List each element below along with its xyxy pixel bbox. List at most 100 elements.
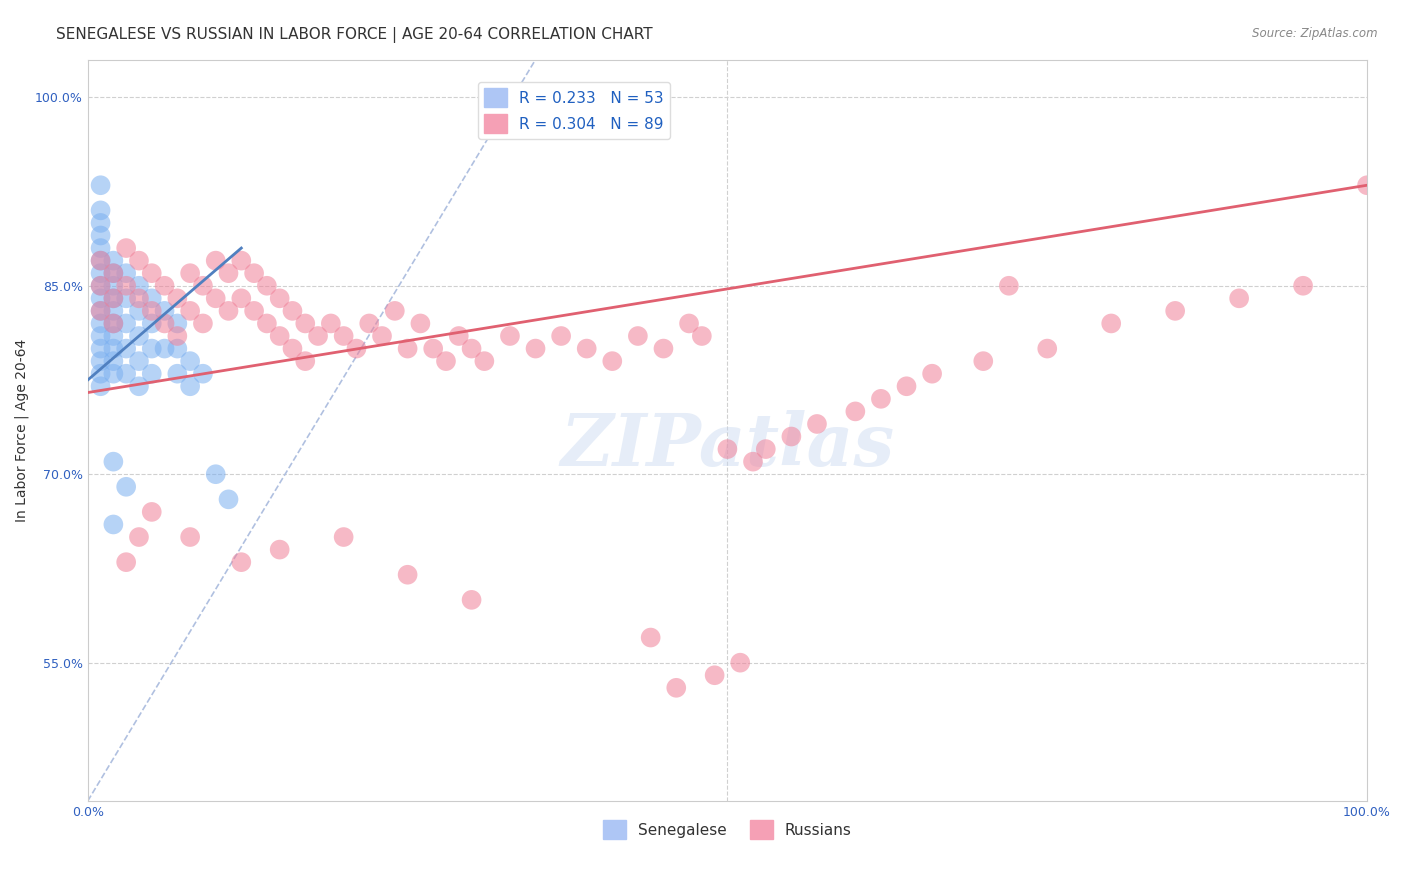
Point xyxy=(103,278,125,293)
Point xyxy=(90,241,112,255)
Point xyxy=(204,253,226,268)
Point xyxy=(90,317,112,331)
Point xyxy=(1292,278,1315,293)
Point xyxy=(128,304,150,318)
Point xyxy=(806,417,828,431)
Point xyxy=(269,291,291,305)
Point xyxy=(128,354,150,368)
Point xyxy=(447,329,470,343)
Text: Source: ZipAtlas.com: Source: ZipAtlas.com xyxy=(1253,27,1378,40)
Point xyxy=(166,291,188,305)
Point xyxy=(153,304,176,318)
Point xyxy=(115,480,138,494)
Point xyxy=(90,329,112,343)
Point xyxy=(141,505,163,519)
Point xyxy=(371,329,394,343)
Point xyxy=(896,379,918,393)
Point xyxy=(256,317,278,331)
Point xyxy=(90,367,112,381)
Point xyxy=(600,354,623,368)
Point xyxy=(921,367,943,381)
Point xyxy=(191,367,214,381)
Point xyxy=(231,555,253,569)
Point xyxy=(103,266,125,280)
Point xyxy=(128,530,150,544)
Point xyxy=(103,291,125,305)
Point xyxy=(972,354,994,368)
Point xyxy=(499,329,522,343)
Point xyxy=(742,455,765,469)
Point xyxy=(524,342,547,356)
Point xyxy=(115,367,138,381)
Point xyxy=(103,317,125,331)
Point xyxy=(103,367,125,381)
Point xyxy=(294,354,316,368)
Point xyxy=(103,342,125,356)
Point xyxy=(166,342,188,356)
Point xyxy=(998,278,1021,293)
Point xyxy=(103,317,125,331)
Point xyxy=(128,291,150,305)
Point xyxy=(269,542,291,557)
Point xyxy=(1036,342,1059,356)
Point xyxy=(103,304,125,318)
Point xyxy=(652,342,675,356)
Point xyxy=(844,404,866,418)
Point xyxy=(703,668,725,682)
Point xyxy=(141,317,163,331)
Point xyxy=(332,530,354,544)
Point xyxy=(179,304,201,318)
Point xyxy=(422,342,444,356)
Point xyxy=(472,354,495,368)
Point xyxy=(103,253,125,268)
Point xyxy=(90,278,112,293)
Point xyxy=(179,379,201,393)
Point xyxy=(1164,304,1187,318)
Point xyxy=(191,317,214,331)
Point xyxy=(780,429,803,443)
Point xyxy=(640,631,662,645)
Point xyxy=(153,278,176,293)
Point xyxy=(755,442,778,456)
Point xyxy=(141,266,163,280)
Point xyxy=(870,392,893,406)
Point xyxy=(103,291,125,305)
Point xyxy=(128,278,150,293)
Point xyxy=(231,253,253,268)
Point xyxy=(128,379,150,393)
Text: ZIPatlas: ZIPatlas xyxy=(561,409,894,481)
Point xyxy=(90,354,112,368)
Point xyxy=(153,342,176,356)
Point xyxy=(396,567,419,582)
Point xyxy=(166,367,188,381)
Point xyxy=(204,467,226,482)
Point xyxy=(1099,317,1122,331)
Point xyxy=(115,266,138,280)
Point xyxy=(256,278,278,293)
Point xyxy=(307,329,329,343)
Point xyxy=(281,304,304,318)
Point xyxy=(269,329,291,343)
Point xyxy=(103,266,125,280)
Point xyxy=(166,329,188,343)
Point xyxy=(716,442,738,456)
Point xyxy=(409,317,432,331)
Point xyxy=(115,342,138,356)
Point xyxy=(179,266,201,280)
Point xyxy=(141,342,163,356)
Point xyxy=(678,317,700,331)
Point xyxy=(460,592,482,607)
Point xyxy=(1227,291,1250,305)
Point xyxy=(103,455,125,469)
Point xyxy=(141,304,163,318)
Point xyxy=(460,342,482,356)
Point xyxy=(115,317,138,331)
Point xyxy=(179,354,201,368)
Point xyxy=(218,492,240,507)
Point xyxy=(243,266,266,280)
Point xyxy=(115,291,138,305)
Point xyxy=(90,253,112,268)
Point xyxy=(90,216,112,230)
Point xyxy=(243,304,266,318)
Point xyxy=(141,367,163,381)
